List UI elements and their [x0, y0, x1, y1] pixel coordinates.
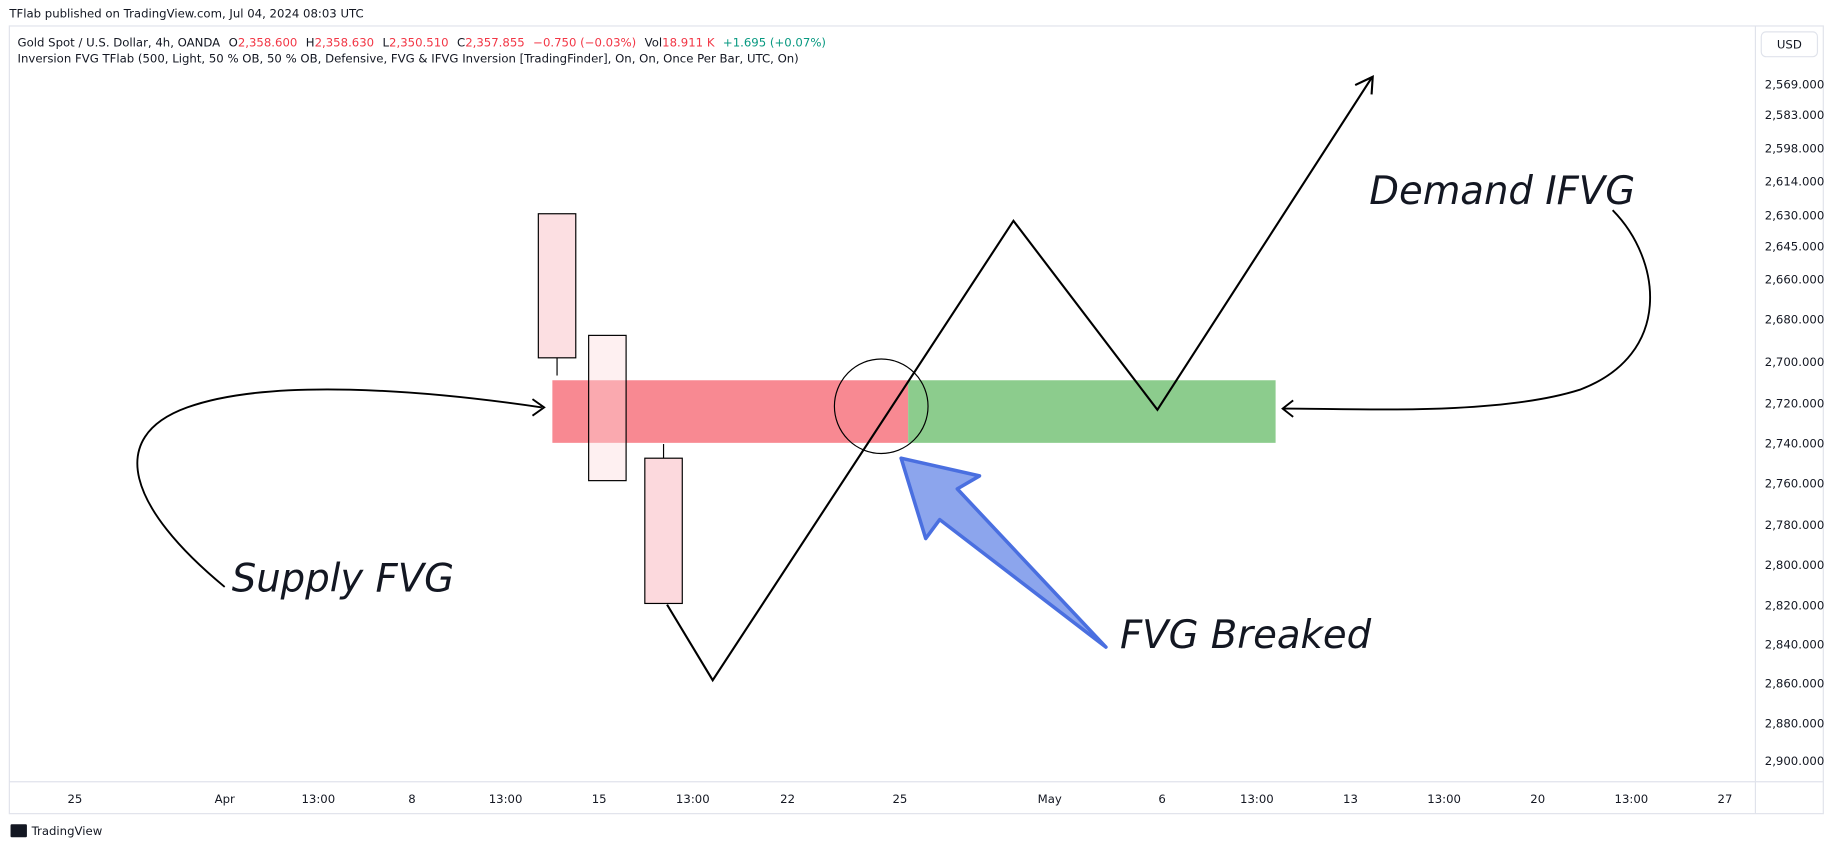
symbol: Gold Spot / U.S. Dollar, 4h, OANDA	[18, 35, 221, 49]
price-label: 2,583.000	[1765, 108, 1825, 122]
price-label: 2,760.000	[1765, 477, 1825, 491]
open-label: O	[229, 35, 238, 49]
open: 2,358.600	[238, 35, 298, 49]
time-label: May	[1038, 792, 1062, 806]
time-label: Apr	[215, 792, 235, 806]
price-label: 2,614.000	[1765, 174, 1825, 188]
demand-arrow-head	[1281, 399, 1294, 418]
candle	[644, 457, 683, 605]
price-label: 2,680.000	[1765, 312, 1825, 326]
footer: TradingView	[31, 824, 103, 838]
break-circle	[833, 358, 929, 455]
time-label: 13:00	[1615, 792, 1649, 806]
time-label: 15	[592, 792, 607, 806]
price-label: 2,900.000	[1765, 754, 1825, 768]
indicator-line: Inversion FVG TFlab (500, Light, 50 % OB…	[18, 52, 799, 66]
time-label: 8	[408, 792, 415, 806]
price-label: 2,740.000	[1765, 436, 1825, 450]
chart-frame	[8, 25, 1824, 815]
price-label: 2,645.000	[1765, 239, 1825, 253]
time-label: 6	[1158, 792, 1165, 806]
price-label: 2,700.000	[1765, 355, 1825, 369]
time-label: 27	[1718, 792, 1733, 806]
quote-line: Gold Spot / U.S. Dollar, 4h, OANDA O2,35…	[18, 35, 826, 49]
time-label: 13:00	[676, 792, 710, 806]
close-label: C	[457, 35, 465, 49]
low-label: L	[383, 35, 390, 49]
time-label: 25	[67, 792, 82, 806]
vol: 18.911 K	[662, 35, 715, 49]
supply-arrow-head	[531, 398, 546, 417]
time-label: 13	[1343, 792, 1358, 806]
currency: USD	[1777, 37, 1802, 51]
time-label: 13:00	[489, 792, 523, 806]
candles	[537, 213, 683, 605]
time-axis: 25 Apr 13:00 8 13:00 15 13:00 22 25 May 6 13:00 13 13…	[67, 792, 1732, 806]
price-label: 2,820.000	[1765, 598, 1825, 612]
supply-label: Supply FVG	[232, 556, 454, 601]
low: 2,350.510	[389, 35, 449, 49]
time-label: 13:00	[1240, 792, 1274, 806]
price-label: 2,880.000	[1765, 716, 1825, 730]
demand-arrow	[1283, 209, 1652, 411]
price-label: 2,660.000	[1765, 272, 1825, 286]
breaked-label: FVG Breaked	[1120, 613, 1372, 658]
time-label: 13:00	[1427, 792, 1461, 806]
price-label: 2,840.000	[1765, 637, 1825, 651]
high-label: H	[306, 35, 315, 49]
price-label: 2,780.000	[1765, 518, 1825, 532]
candle	[588, 334, 627, 482]
price-label: 2,720.000	[1765, 396, 1825, 410]
price-label: 2,598.000	[1765, 141, 1825, 155]
vol-label: Vol	[645, 35, 663, 49]
candle	[537, 213, 577, 359]
currency-button[interactable]	[1760, 31, 1819, 58]
close: 2,357.855	[465, 35, 525, 49]
high: 2,358.630	[315, 35, 375, 49]
tv-logo	[10, 824, 27, 838]
price-path	[666, 77, 1373, 683]
published-line: TFlab published on TradingView.com, Jul …	[8, 7, 363, 21]
price-label: 2,630.000	[1765, 209, 1825, 223]
vol-change: +1.695 (+0.07%)	[723, 35, 826, 49]
supply-arrow	[136, 388, 542, 588]
break-arrow	[899, 456, 1108, 649]
arrow-head	[1354, 75, 1374, 95]
time-label: 20	[1530, 792, 1545, 806]
demand-label: Demand IFVG	[1369, 169, 1635, 214]
change: −0.750 (−0.03%)	[533, 35, 636, 49]
time-label: 25	[893, 792, 908, 806]
price-label: 2,860.000	[1765, 676, 1825, 690]
demand-ifvg-zone	[908, 380, 1276, 443]
price-axis: 2,569.000 2,583.000 2,598.000 2,614.000 2,63…	[1765, 77, 1825, 768]
supply-fvg-zone	[552, 380, 909, 443]
price-label: 2,800.000	[1765, 558, 1825, 572]
time-label: 13:00	[301, 792, 335, 806]
price-label: 2,569.000	[1765, 77, 1825, 91]
time-label: 22	[780, 792, 795, 806]
